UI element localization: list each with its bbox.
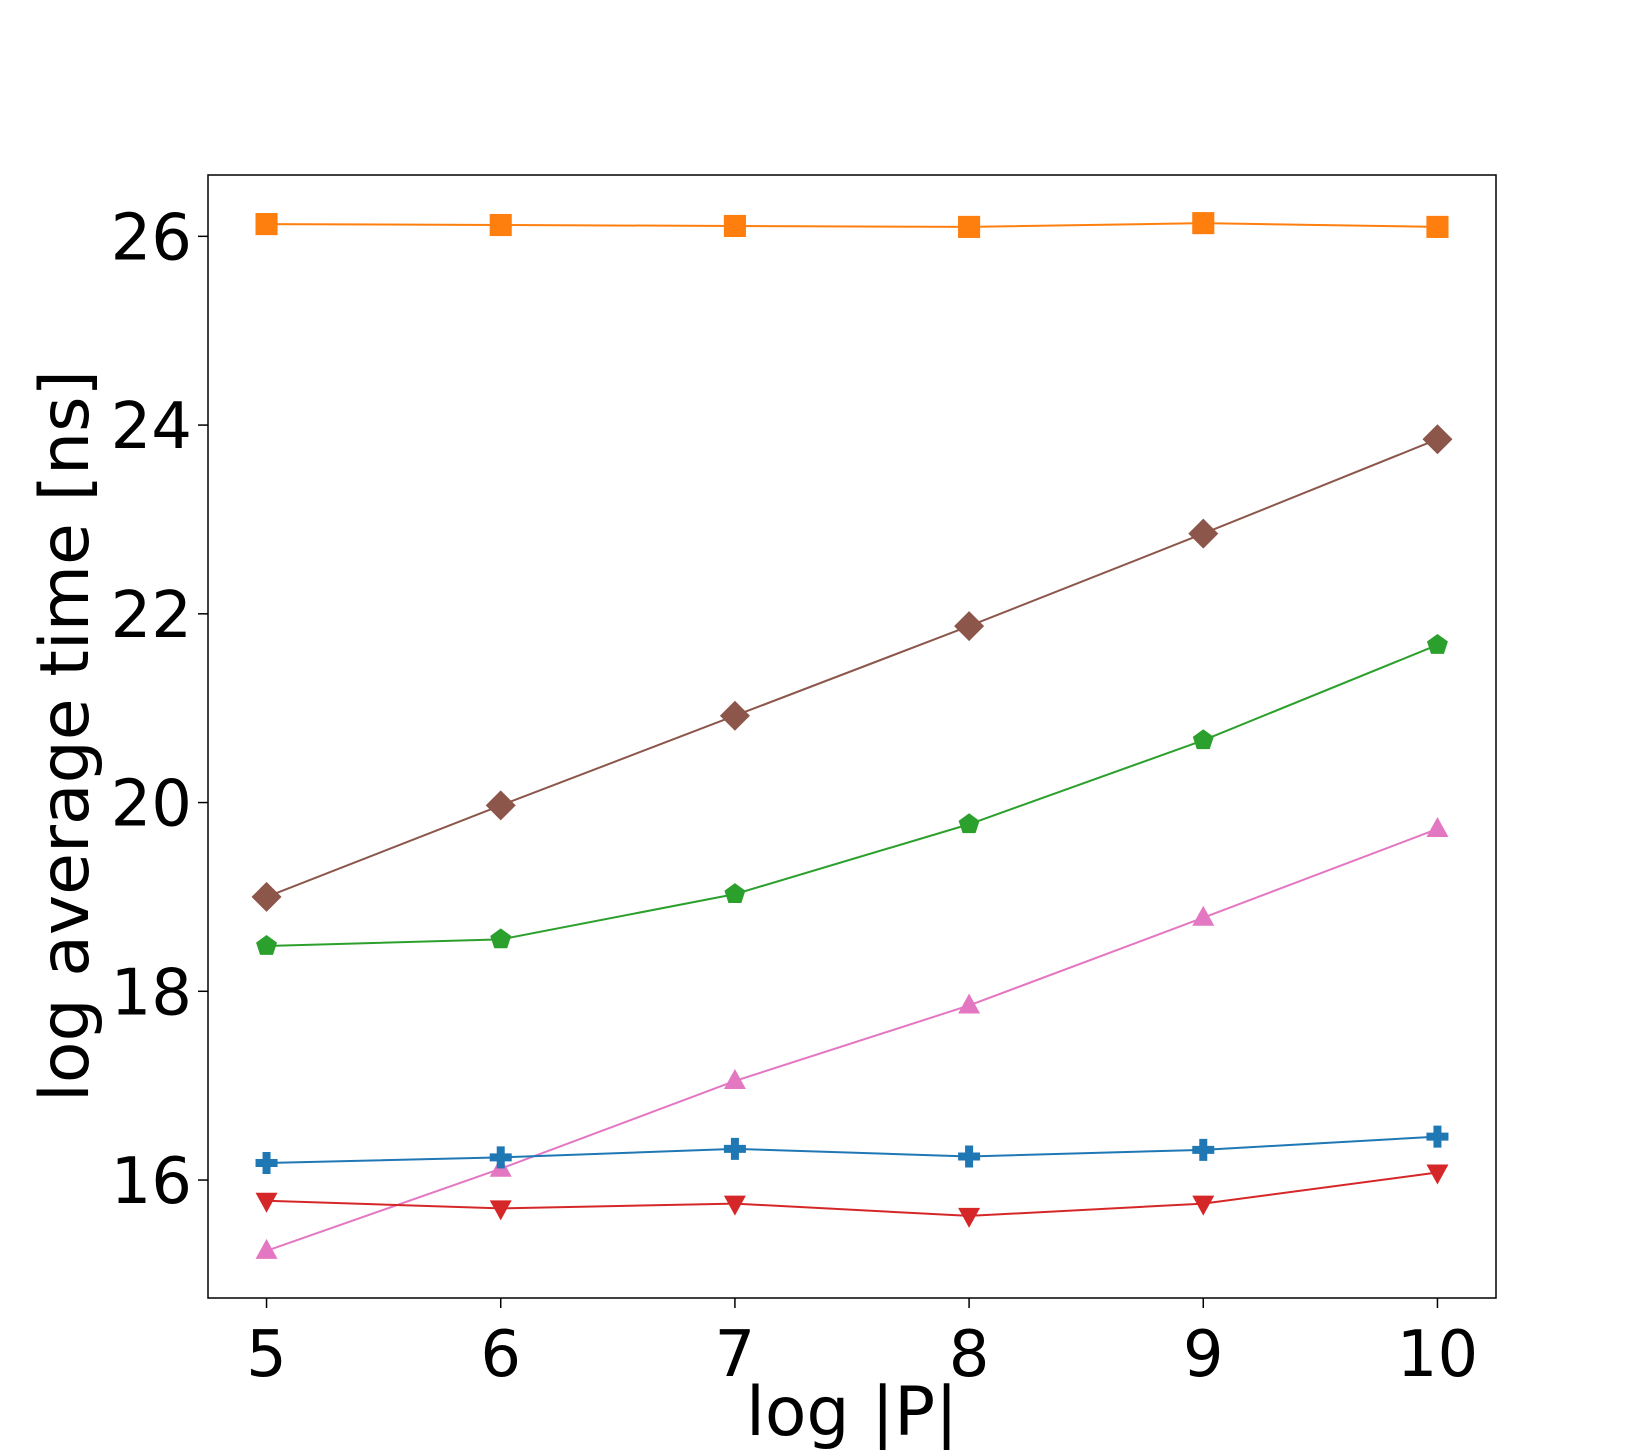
data-point bbox=[724, 883, 746, 903]
series-layer bbox=[251, 212, 1453, 1259]
data-point bbox=[1422, 424, 1453, 455]
data-point bbox=[1192, 905, 1215, 926]
data-point bbox=[1426, 215, 1449, 238]
y-tick-label: 16 bbox=[111, 1145, 192, 1219]
data-point bbox=[723, 1195, 746, 1216]
data-point bbox=[255, 1238, 278, 1259]
data-point bbox=[489, 1200, 512, 1221]
x-tick-label: 10 bbox=[1397, 1318, 1478, 1392]
data-point bbox=[256, 935, 278, 955]
x-axis: 5 6 7 8 9 10 bbox=[246, 1298, 1478, 1392]
data-point bbox=[255, 213, 278, 236]
data-point bbox=[958, 813, 980, 834]
y-tick-label: 20 bbox=[111, 768, 192, 842]
series-line bbox=[266, 1135, 1438, 1165]
data-point bbox=[1192, 1195, 1215, 1216]
series-2 bbox=[256, 633, 1448, 955]
x-tick-label: 7 bbox=[715, 1318, 756, 1392]
data-point bbox=[1192, 212, 1215, 235]
data-point bbox=[255, 1192, 278, 1213]
series-1 bbox=[251, 424, 1453, 912]
data-point bbox=[1192, 1138, 1215, 1161]
data-point bbox=[255, 1152, 278, 1175]
data-point bbox=[1426, 1164, 1449, 1185]
series-line bbox=[266, 222, 1438, 228]
plot-frame bbox=[207, 174, 1497, 1299]
data-point bbox=[723, 1068, 746, 1089]
series-0 bbox=[255, 212, 1449, 238]
data-point bbox=[719, 700, 750, 731]
y-tick-label: 26 bbox=[111, 201, 192, 275]
data-point bbox=[489, 213, 512, 237]
y-axis: 16 18 20 22 24 26 bbox=[111, 201, 208, 1219]
data-point bbox=[1426, 816, 1449, 837]
series-5 bbox=[255, 1164, 1449, 1228]
data-point bbox=[954, 611, 985, 642]
data-point bbox=[958, 215, 981, 238]
x-tick-label: 5 bbox=[246, 1318, 287, 1392]
data-point bbox=[490, 928, 512, 949]
data-point bbox=[251, 881, 282, 912]
data-point bbox=[1426, 1125, 1449, 1148]
data-point bbox=[723, 214, 746, 238]
series-line bbox=[266, 438, 1438, 898]
y-axis-label: log average time [ns] bbox=[26, 370, 105, 1102]
data-point bbox=[1188, 518, 1219, 549]
data-point bbox=[958, 1145, 981, 1168]
data-point bbox=[489, 1146, 512, 1169]
x-tick-label: 6 bbox=[480, 1318, 521, 1392]
data-point bbox=[958, 1207, 981, 1228]
data-point bbox=[1426, 633, 1448, 654]
data-point bbox=[958, 993, 981, 1014]
series-3 bbox=[255, 816, 1449, 1259]
data-point bbox=[485, 790, 516, 821]
series-line bbox=[266, 644, 1438, 947]
x-axis-label: log |P| bbox=[746, 1373, 958, 1450]
x-tick-label: 9 bbox=[1183, 1318, 1224, 1392]
data-point bbox=[1192, 729, 1214, 750]
y-tick-label: 18 bbox=[111, 956, 192, 1030]
data-point bbox=[723, 1137, 746, 1160]
series-line bbox=[266, 828, 1438, 1252]
y-tick-label: 24 bbox=[111, 390, 192, 464]
y-tick-label: 22 bbox=[111, 579, 192, 653]
x-tick-label: 8 bbox=[949, 1318, 990, 1392]
series-line bbox=[266, 1171, 1438, 1217]
series-4 bbox=[255, 1125, 1449, 1175]
